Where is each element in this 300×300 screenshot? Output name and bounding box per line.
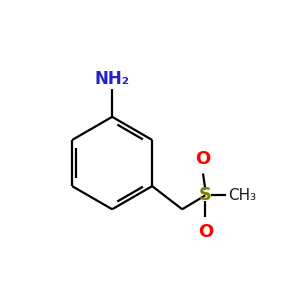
Text: O: O (195, 150, 211, 168)
Text: CH₃: CH₃ (228, 188, 256, 203)
Text: S: S (199, 186, 212, 204)
Text: NH₂: NH₂ (95, 70, 130, 88)
Text: O: O (198, 223, 213, 241)
